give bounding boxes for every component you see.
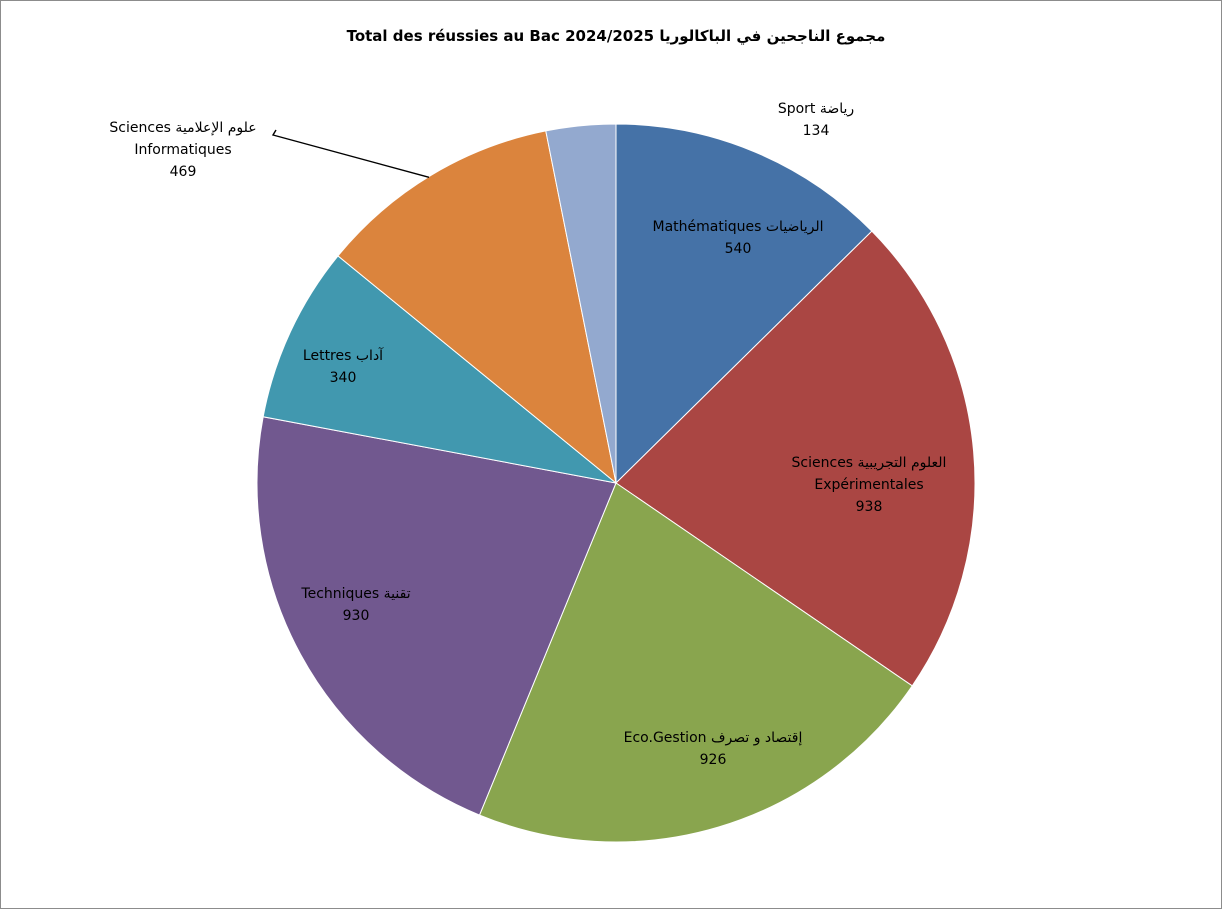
data-label-value: 540 [725, 241, 752, 257]
data-label-value: 469 [170, 164, 197, 180]
data-label-name: الرياضيات Mathématiques [653, 219, 824, 235]
leader-line [271, 129, 430, 179]
pie-slice [615, 123, 873, 485]
data-label-name: آداب Lettres [303, 347, 384, 364]
data-label-name: العلوم التجريبية Sciences [792, 455, 947, 471]
pie-slice [478, 482, 913, 843]
data-label-name: تقنية Techniques [300, 586, 410, 602]
pie-slice [262, 255, 617, 484]
pie-slices [256, 123, 976, 843]
data-label-name: إقتصاد و تصرف Eco.Gestion [624, 730, 803, 746]
data-label-value: 340 [330, 370, 357, 386]
pie-slice [337, 130, 617, 485]
pie-slice [615, 230, 976, 687]
data-label-name-2: Expérimentales [814, 477, 923, 493]
data-label-value: 134 [803, 123, 830, 139]
data-label-name: رياضة Sport [778, 101, 854, 117]
data-label-value: 938 [856, 499, 883, 515]
data-labels: الرياضيات Mathématiques 540 العلوم التجريب… [109, 101, 946, 768]
data-label-value: 926 [700, 752, 727, 768]
chart-title: مجموع الناجحين في الباكالوريا 2024/2025 … [347, 27, 886, 45]
pie-slice [256, 416, 617, 816]
pie-slice [545, 123, 617, 484]
data-label-name: علوم الإعلامية Sciences [109, 120, 256, 136]
leader-lines [271, 129, 430, 179]
data-label-name-2: Informatiques [134, 142, 231, 158]
data-label-value: 930 [343, 608, 370, 624]
